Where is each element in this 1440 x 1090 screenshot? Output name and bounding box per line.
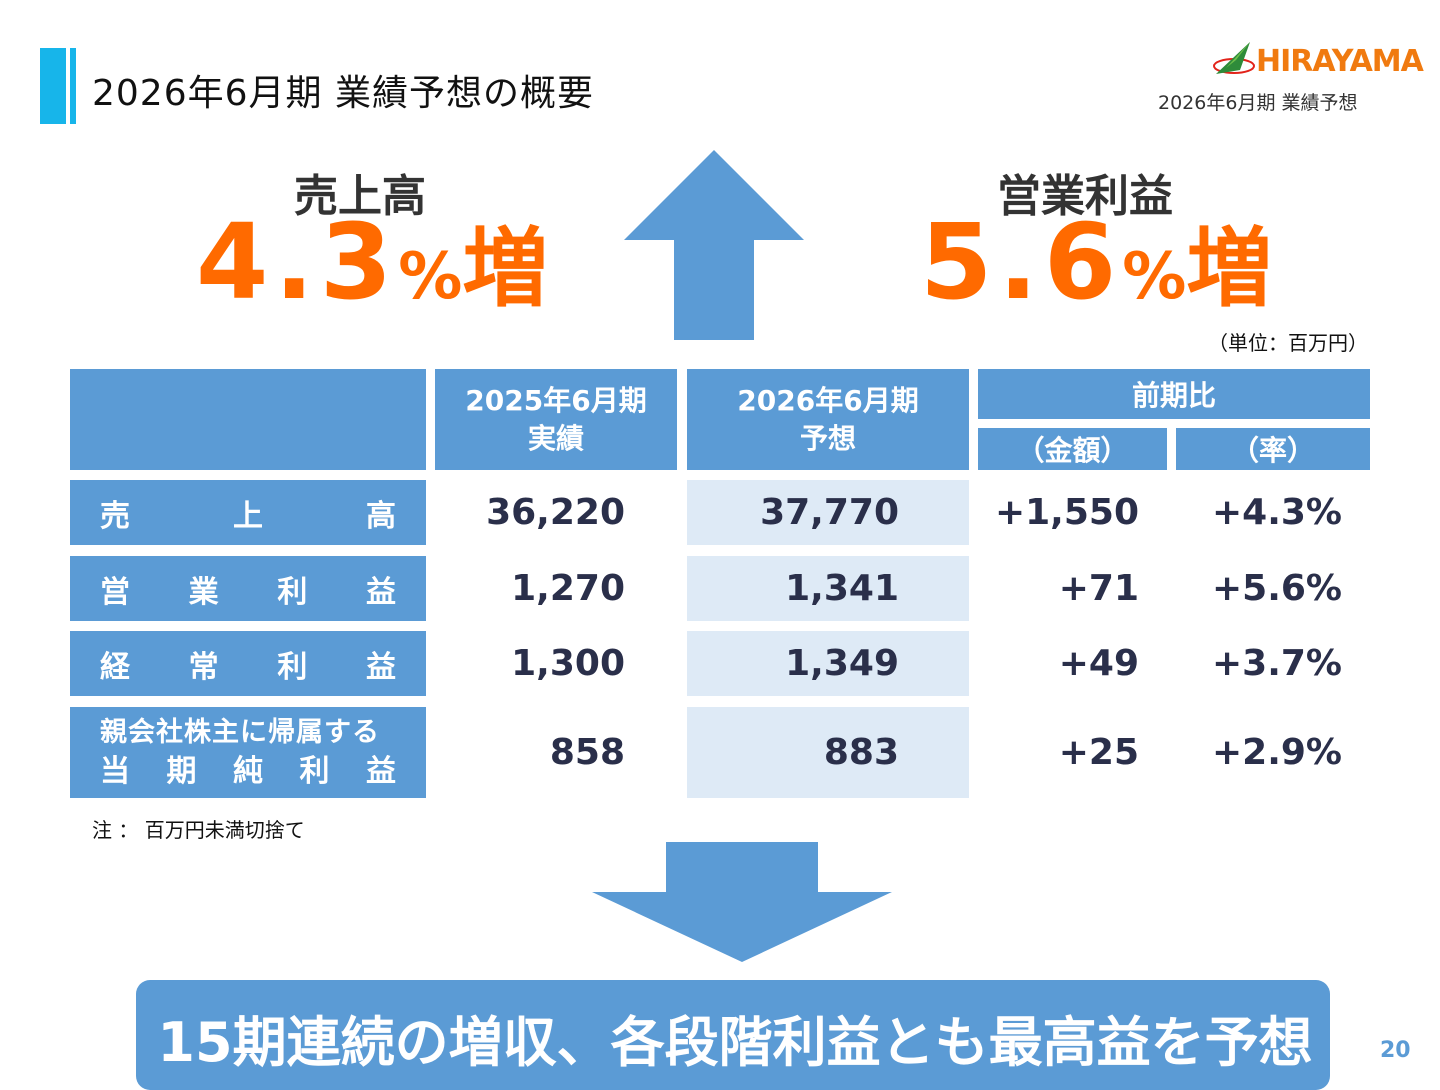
cell-forecast: 1,341 (687, 556, 969, 621)
table-header-yoy: 前期比 (978, 369, 1370, 419)
operating-profit-growth-suffix: 増 (1186, 219, 1273, 319)
operating-profit-growth: 5.6%増 (920, 210, 1272, 314)
cell-rate: +3.7% (1211, 643, 1342, 684)
sales-growth-suffix: 増 (462, 219, 549, 319)
cell-prev: 1,300 (511, 643, 625, 684)
cell-forecast: 1,349 (687, 631, 969, 696)
sales-growth-percent: % (398, 240, 463, 314)
operating-profit-growth-percent: % (1122, 240, 1187, 314)
row-label-char: 業 (188, 574, 219, 610)
cell-amount: +71 (1058, 568, 1139, 609)
sales-growth-number: 4.3 (196, 201, 399, 323)
table-header-prev: 2025年6月期 実績 (435, 369, 677, 470)
header-subtitle: 2026年6月期 業績予想 (1158, 92, 1358, 114)
table-header-blank (70, 369, 426, 470)
title-accent-bar-thin (70, 48, 76, 124)
row-label-net-income: 親会社株主に帰属する 当 期 純 利 益 (70, 707, 426, 798)
row-label-char: 常 (188, 649, 219, 685)
conclusion-banner-text: 15期連続の増収、各段階利益とも最高益を予想 (157, 1011, 1313, 1074)
cell-prev: 858 (549, 732, 625, 773)
row-label-ordinary-profit: 経 常 利 益 (70, 631, 426, 696)
table-header-forecast: 2026年6月期 予想 (687, 369, 969, 470)
row-label-char: 上 (233, 498, 263, 534)
row-label-char: 売 (100, 498, 130, 534)
arrow-down-icon (592, 842, 892, 962)
cell-amount: +25 (1058, 732, 1139, 773)
operating-profit-growth-number: 5.6 (920, 201, 1123, 323)
row-label-char: 営 (100, 574, 130, 610)
footnote: 注 ： 百万円未満切捨て (92, 818, 305, 842)
sales-label: 売上高 (294, 171, 426, 222)
cell-forecast: 883 (687, 707, 969, 798)
sales-growth: 4.3%増 (196, 210, 548, 314)
row-label-char: 利 (299, 753, 330, 789)
page-title: 2026年6月期 業績予想の概要 (92, 73, 594, 114)
table-header-prev-line1: 2025年6月期 (465, 383, 647, 417)
operating-profit-label: 営業利益 (997, 171, 1173, 222)
table-header-fc-line1: 2026年6月期 (737, 383, 919, 417)
unit-note: （単位：百万円） (1208, 331, 1368, 355)
cell-amount: +49 (1058, 643, 1139, 684)
row-label-char: 益 (365, 574, 396, 610)
cell-forecast: 37,770 (687, 480, 969, 545)
row-label-char: 高 (366, 498, 396, 534)
company-logo-text: HIRAYAMA (1256, 44, 1424, 79)
table-header-fc-line2: 予想 (799, 421, 856, 455)
arrow-up-icon (624, 150, 804, 340)
row-label-char: 経 (100, 649, 130, 685)
cell-prev: 1,270 (511, 568, 625, 609)
title-accent-bar (40, 48, 66, 124)
row-label-char: 益 (365, 649, 396, 685)
row-label-char: 利 (277, 574, 308, 610)
cell-rate: +4.3% (1211, 492, 1342, 533)
conclusion-banner (136, 980, 1330, 1090)
cell-rate: +2.9% (1211, 732, 1342, 773)
row-label-line1: 親会社株主に帰属する (100, 716, 380, 748)
cell-amount: +1,550 (994, 492, 1139, 533)
hirayama-logo-icon (1213, 42, 1255, 74)
table-header-rate: （率） (1176, 428, 1370, 470)
row-label-char: 純 (233, 753, 263, 789)
row-label-sales: 売 上 高 (70, 480, 426, 545)
page-number: 20 (1380, 1038, 1411, 1063)
cell-prev: 36,220 (486, 492, 625, 533)
cell-rate: +5.6% (1211, 568, 1342, 609)
row-label-char: 益 (366, 753, 396, 789)
row-label-char: 利 (277, 649, 308, 685)
table-header-prev-line2: 実績 (527, 421, 584, 455)
row-label-char: 当 (100, 753, 130, 789)
row-label-operating-profit: 営 業 利 益 (70, 556, 426, 621)
table-header-amount: （金額） (978, 428, 1167, 470)
row-label-char: 期 (166, 753, 197, 789)
